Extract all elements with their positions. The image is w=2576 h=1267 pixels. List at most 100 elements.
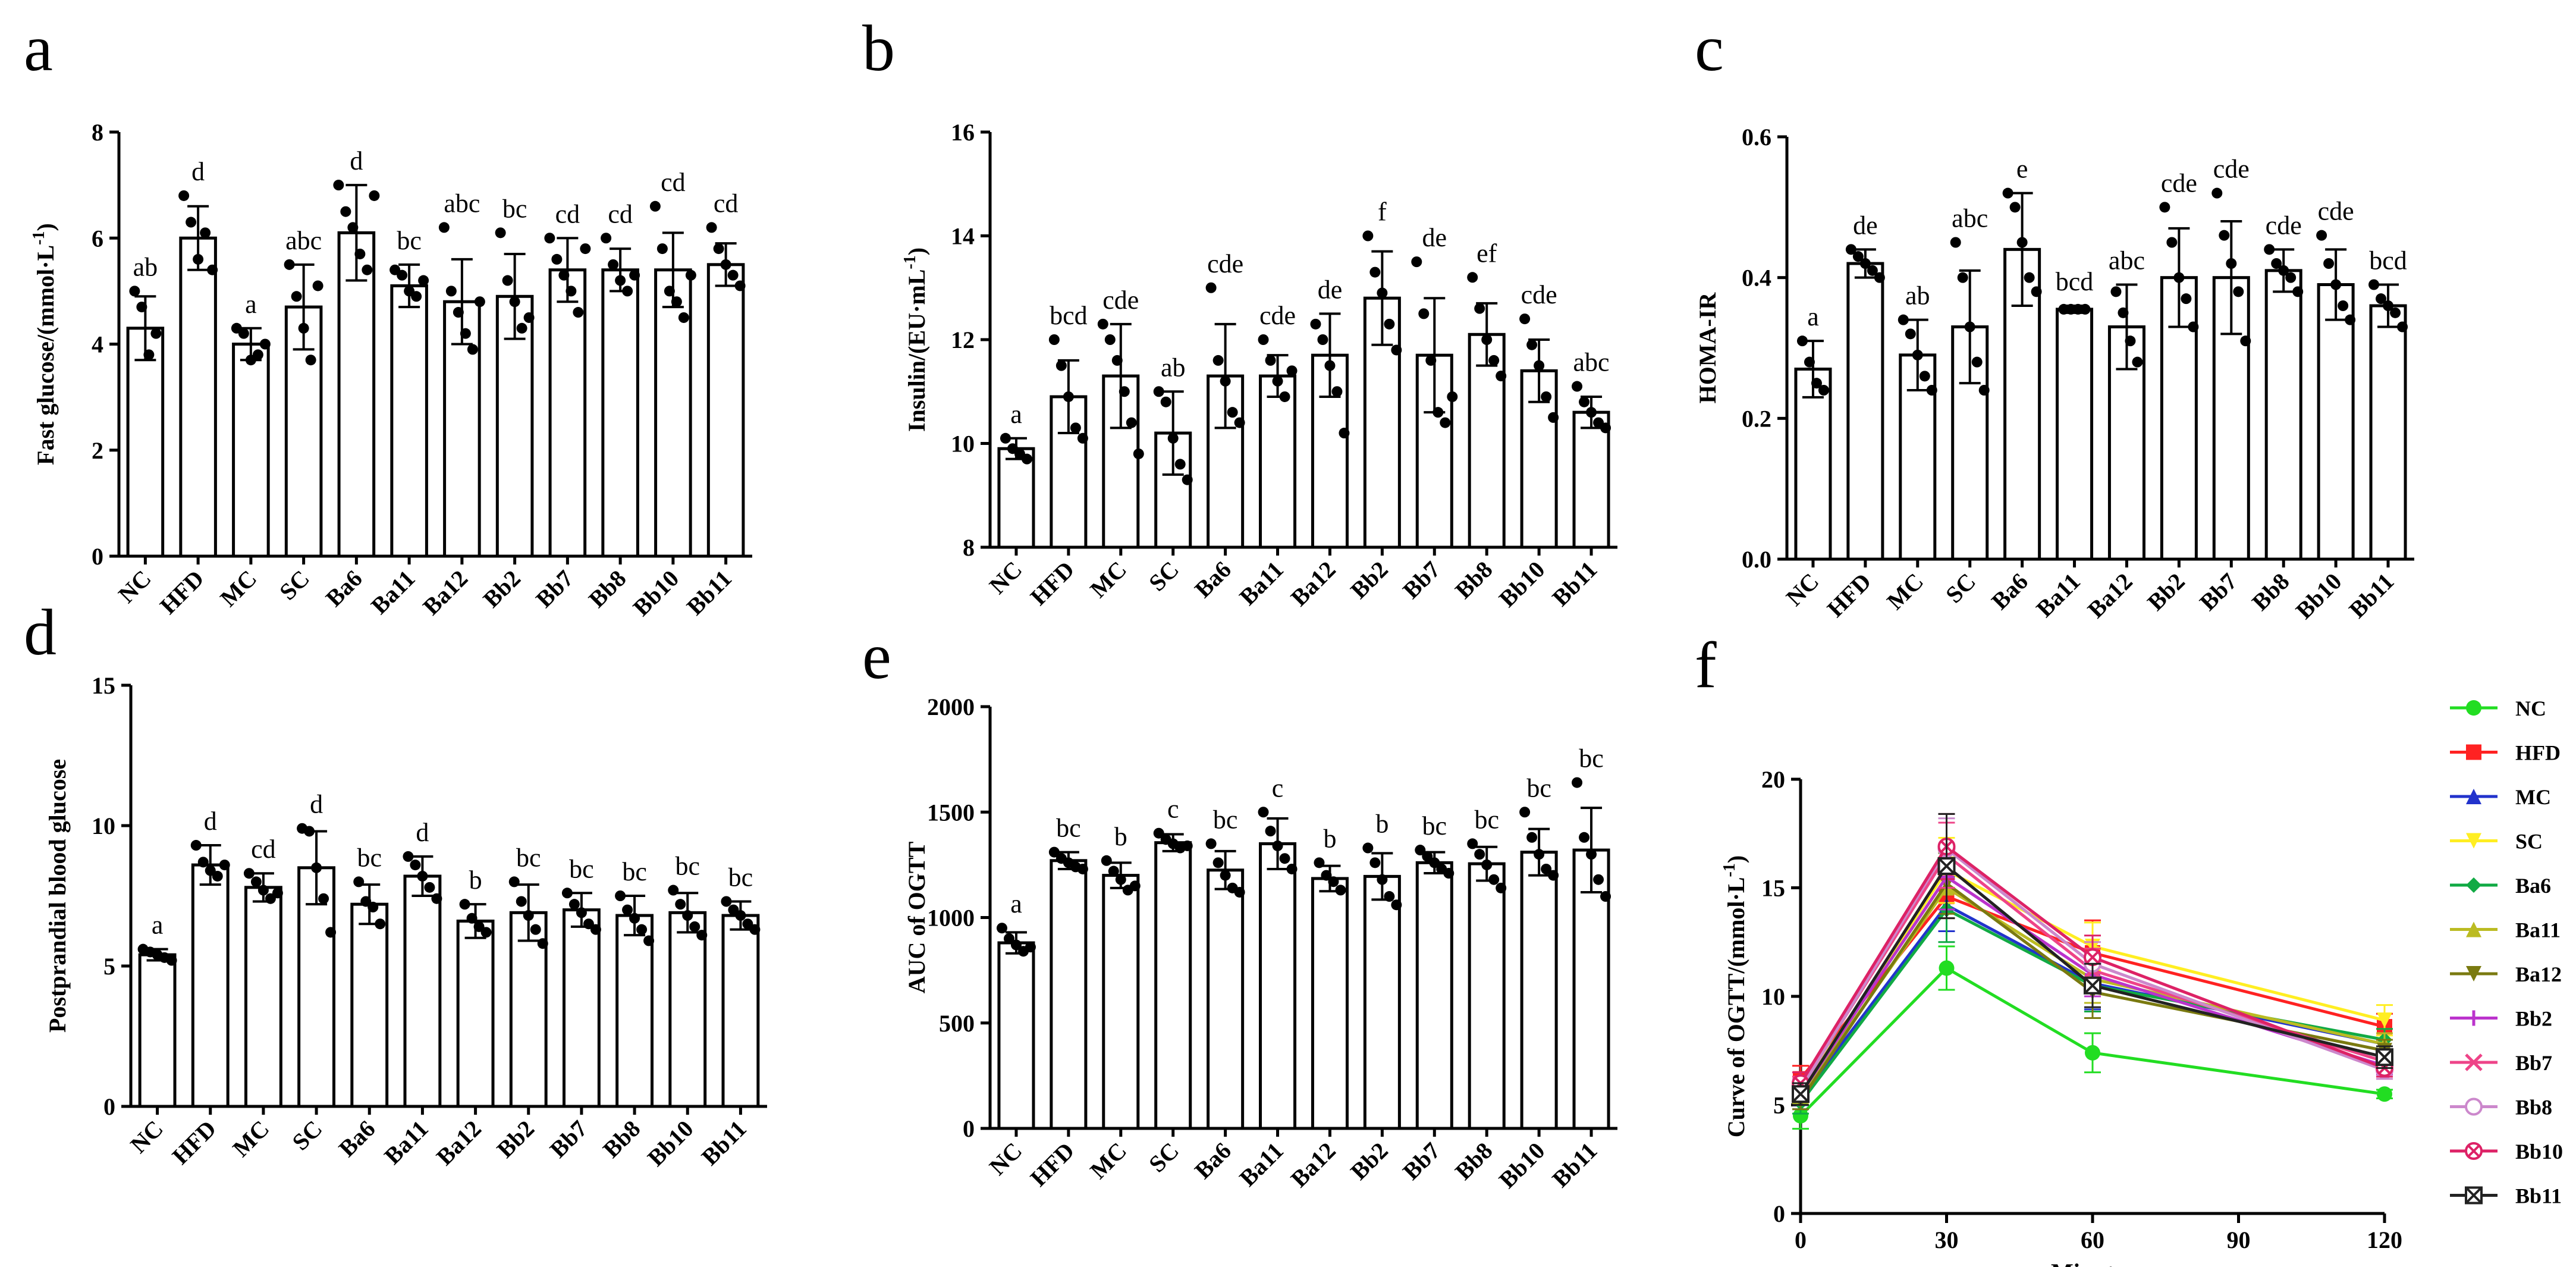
data-point-SC [312, 280, 323, 291]
data-point-Ba6 [2009, 202, 2021, 213]
significance-label-SC: abc [1952, 204, 1988, 233]
data-point-SC [305, 355, 316, 366]
data-point-Ba12 [1317, 334, 1328, 345]
legend-label-Ba12: Ba12 [2515, 962, 2562, 986]
y-axis-label-text: Curve of OGTT/(mmol·L [1723, 877, 1749, 1137]
legend-marker-Bb11 [2465, 1186, 2483, 1205]
data-point-Bb10 [1534, 360, 1545, 371]
data-point-NC [1804, 356, 1815, 368]
data-point-Bb8 [2285, 272, 2297, 283]
data-point-SC [1153, 386, 1164, 397]
data-point-Ba12 [467, 344, 478, 355]
y-tick-label: 1000 [927, 905, 975, 932]
data-point-Bb11 [2397, 321, 2408, 333]
bar-Bb10 [2317, 283, 2355, 561]
y-axis-label-text: Fast glucose/(mmol·L [32, 245, 59, 465]
data-point-Bb2 [509, 296, 520, 308]
y-axis-label: Insulin/(EU·mL-1) [901, 247, 930, 432]
data-point-Bb10 [2323, 258, 2335, 269]
significance-label-HFD: d [204, 807, 217, 836]
data-point-Bb8 [615, 890, 626, 901]
x-tick-label: 90 [2227, 1227, 2251, 1253]
significance-label-Bb8: bc [622, 857, 647, 886]
significance-label-Ba11: c [1272, 773, 1284, 802]
x-tick-label-SC: SC [1144, 556, 1184, 597]
legend-marker-MC [2466, 789, 2481, 804]
data-point-Bb11 [706, 222, 717, 233]
y-tick-label: 10 [92, 813, 115, 839]
data-point-HFD [1077, 863, 1088, 874]
bar-MC [1102, 874, 1140, 1130]
data-point-Bb8 [622, 904, 633, 915]
data-point-Bb8 [1474, 303, 1485, 314]
data-point-Bb11 [720, 259, 731, 270]
data-point-HFD [1063, 391, 1074, 402]
x-tick-label-SC: SC [1144, 1137, 1184, 1178]
x-tick-label-Bb8: Bb8 [583, 565, 632, 613]
x-tick-label-Ba12: Ba12 [417, 565, 473, 620]
data-point-Bb11-cross [1938, 857, 1955, 875]
data-point-Bb10 [656, 243, 668, 255]
x-tick-label-Bb7: Bb7 [545, 1115, 593, 1163]
y-axis-label-end: ) [1723, 855, 1749, 863]
data-point-MC [257, 885, 269, 896]
data-point-Ba11 [1272, 375, 1283, 387]
data-point-Ba12 [1328, 876, 1339, 887]
data-point-Bb7 [2226, 258, 2237, 269]
significance-label-Ba6: bc [357, 843, 382, 872]
data-point-Bb8 [622, 286, 633, 297]
data-point-Bb2 [508, 876, 520, 887]
data-point-Ba11 [1279, 853, 1290, 864]
data-point-Bb10 [1519, 313, 1531, 325]
legend-label-HFD: HFD [2515, 741, 2561, 765]
data-point-MC [252, 349, 263, 360]
bar-NC [126, 327, 165, 558]
significance-label-SC: ab [1161, 353, 1186, 382]
x-tick-label-Ba11: Ba11 [1234, 556, 1289, 611]
x-tick-label-Bb11: Bb11 [1547, 1137, 1602, 1193]
data-point-Ba12 [2125, 335, 2136, 347]
y-tick-label: 0 [92, 543, 103, 570]
data-point-Ba12 [438, 222, 450, 233]
series-line-Bb11 [1799, 864, 2385, 1095]
data-point-MC [1919, 371, 1930, 382]
data-point-Bb10 [682, 910, 693, 921]
x-tick-label-NC: NC [125, 1115, 168, 1159]
data-point-HFD [1867, 265, 1878, 276]
data-point-Bb11-cross [2084, 977, 2101, 995]
y-tick-label: 0 [103, 1093, 115, 1120]
data-point-Bb10 [1526, 832, 1538, 843]
x-tick-label-Bb10: Bb10 [2291, 568, 2347, 625]
significance-label-Ba11: bcd [2056, 267, 2094, 296]
panel-letter: d [24, 596, 56, 669]
data-point-Ba6 [1220, 870, 1231, 881]
data-point-Bb7 [2233, 286, 2244, 297]
data-point-Ba6 [333, 180, 344, 191]
x-tick-label-Ba11: Ba11 [379, 1115, 433, 1170]
data-point-HFD [186, 217, 197, 228]
bar-Bb2 [1363, 874, 1401, 1130]
data-point-SC [1950, 237, 1961, 248]
data-point-Bb2 [2188, 321, 2199, 333]
y-axis-label-superscript: -1 [30, 231, 48, 245]
data-point-Bb2 [523, 910, 534, 921]
data-point-Bb2 [516, 322, 527, 334]
y-tick-label: 0.4 [1742, 265, 1771, 291]
y-tick-label: 2000 [927, 694, 975, 720]
significance-label-NC: ab [133, 252, 158, 281]
data-point-Bb7 [1411, 256, 1422, 268]
significance-label-SC: abc [285, 226, 322, 255]
panel-letter: e [862, 620, 891, 692]
bar-Bb11 [721, 914, 760, 1108]
data-point-Bb10 [1534, 849, 1545, 860]
data-point-Bb2 [1369, 857, 1381, 868]
x-tick-label-NC: NC [984, 556, 1028, 600]
series-NC [1792, 945, 2393, 1130]
data-point-Bb11 [749, 924, 761, 935]
y-tick-label: 4 [92, 331, 103, 358]
legend-label-SC: SC [2515, 830, 2543, 854]
significance-label-NC: a [1010, 400, 1022, 429]
significance-label-Bb2: b [1375, 810, 1388, 839]
data-point-Ba11 [2079, 303, 2091, 315]
data-point-HFD [193, 253, 204, 265]
